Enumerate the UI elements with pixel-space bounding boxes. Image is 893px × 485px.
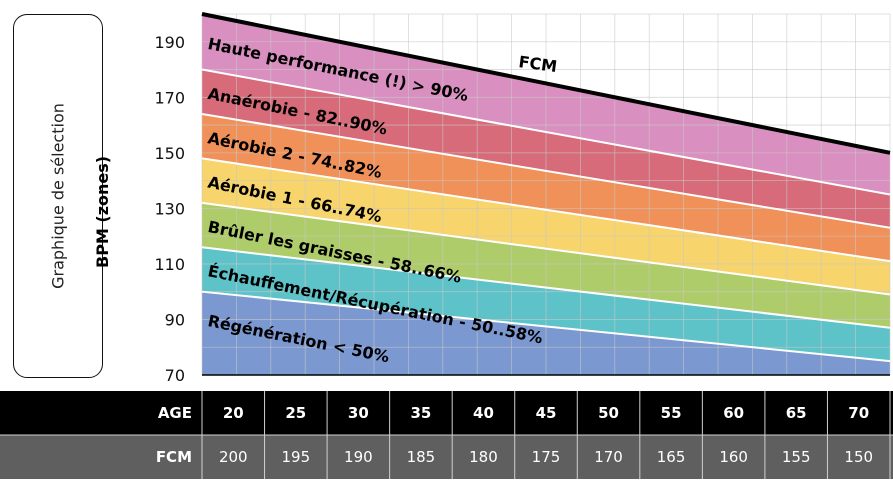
zone-boundary-0 — [201, 68, 891, 196]
chart-selection-button[interactable]: Graphique de sélection — [13, 14, 103, 378]
fcm-row-label: FCM — [156, 448, 192, 466]
age-cell: 45 — [536, 404, 557, 422]
fcm-line — [201, 12, 891, 155]
fcm-cell: 195 — [281, 448, 310, 466]
fcm-cell: 180 — [469, 448, 498, 466]
age-row-bg — [0, 391, 893, 435]
y-tick-label: 110 — [154, 255, 185, 274]
fcm-cell: 185 — [407, 448, 436, 466]
age-fcm-table: AGE FCM 20 200 25 195 30 190 35 185 40 180 45 175 50… — [0, 391, 893, 479]
age-cell: 25 — [285, 404, 306, 422]
age-cell: 40 — [473, 404, 494, 422]
y-axis-ticks: 190 170 150 130 110 90 70 — [154, 33, 185, 385]
fcm-cell: 150 — [844, 448, 873, 466]
zone-boundaries — [201, 12, 891, 376]
age-cell: 30 — [348, 404, 369, 422]
age-cell: 65 — [786, 404, 807, 422]
zone-boundary-2 — [201, 157, 891, 263]
fcm-cell: 155 — [782, 448, 811, 466]
age-cell: 55 — [661, 404, 682, 422]
fcm-cell: 200 — [219, 448, 248, 466]
y-axis-title: BPM (zones) — [93, 156, 112, 268]
age-cell: 20 — [223, 404, 244, 422]
fcm-cell: 175 — [532, 448, 561, 466]
fcm-cell: 170 — [594, 448, 623, 466]
zone-boundary-1 — [201, 112, 891, 229]
y-tick-label: 70 — [165, 366, 185, 385]
age-cell: 60 — [723, 404, 744, 422]
age-cell: 50 — [598, 404, 619, 422]
age-row-label: AGE — [158, 404, 192, 422]
fcm-cell: 160 — [719, 448, 748, 466]
age-cell: 35 — [410, 404, 431, 422]
y-tick-label: 170 — [154, 88, 185, 107]
fcm-line-label: FCM — [517, 52, 558, 76]
fcm-row-bg — [0, 435, 893, 479]
y-tick-label: 190 — [154, 33, 185, 52]
zone-boundary-4 — [201, 246, 891, 329]
fcm-cell: 190 — [344, 448, 373, 466]
age-cell: 70 — [848, 404, 869, 422]
zone-boundary-3 — [201, 201, 891, 296]
fcm-cell: 165 — [657, 448, 686, 466]
zone-boundary-5 — [201, 290, 891, 363]
y-tick-label: 150 — [154, 144, 185, 163]
y-tick-label: 130 — [154, 199, 185, 218]
y-tick-label: 90 — [165, 310, 185, 329]
